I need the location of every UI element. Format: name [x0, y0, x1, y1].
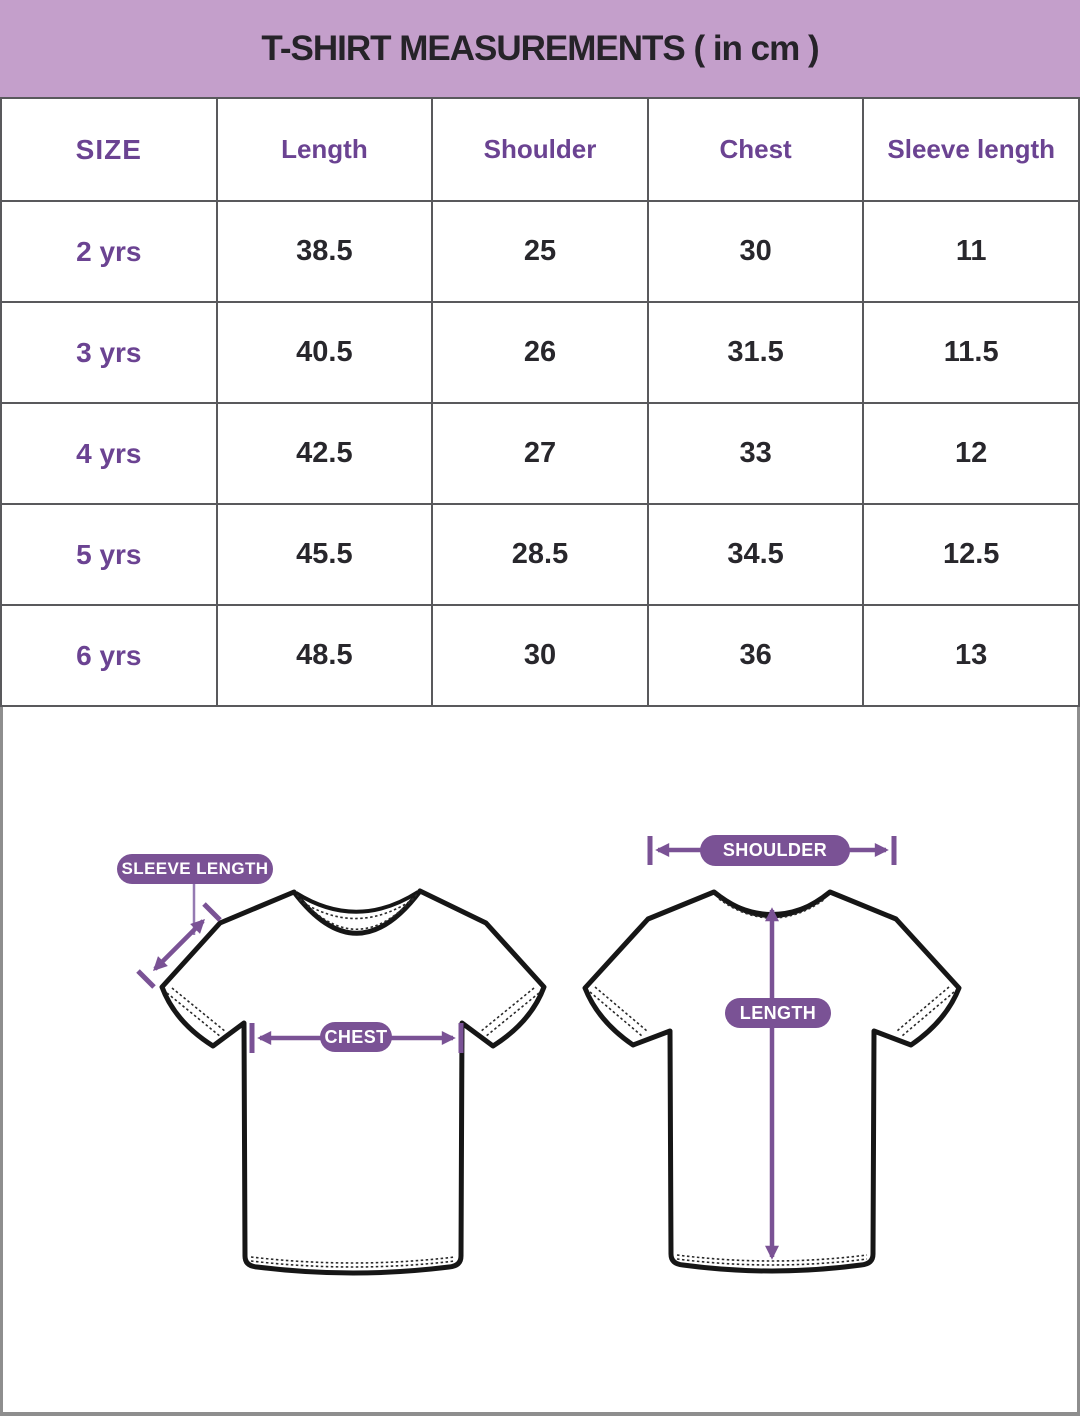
page-title: T-SHIRT MEASUREMENTS ( in cm ) — [261, 28, 819, 68]
measurement-cell: 30 — [646, 200, 865, 303]
column-header-size: SIZE — [0, 97, 218, 202]
front-sleeve-stitching — [166, 987, 540, 1038]
size-cell: 2 yrs — [0, 200, 218, 303]
table-row: 5 yrs 45.5 28.5 34.5 12.5 — [0, 503, 1080, 606]
measurement-cell: 33 — [646, 402, 865, 505]
length-label: LENGTH — [725, 998, 831, 1028]
measurement-cell: 27 — [431, 402, 649, 505]
column-header-shoulder: Shoulder — [431, 97, 649, 202]
measurement-cell: 38.5 — [215, 200, 434, 303]
measurement-cell: 11.5 — [862, 301, 1080, 404]
size-cell: 4 yrs — [0, 402, 218, 505]
table-row: 4 yrs 42.5 27 33 12 — [0, 402, 1080, 505]
back-sleeve-stitching — [589, 986, 955, 1037]
banner: T-SHIRT MEASUREMENTS ( in cm ) — [0, 0, 1080, 97]
size-cell: 3 yrs — [0, 301, 218, 404]
front-hem-stitching — [250, 1256, 456, 1268]
column-header-chest: Chest — [646, 97, 865, 202]
header-row: SIZE Length Shoulder Chest Sleeve length — [0, 97, 1080, 202]
measurement-cell: 36 — [646, 604, 865, 707]
measurement-cell: 12 — [862, 402, 1080, 505]
table-row: 2 yrs 38.5 25 30 11 — [0, 200, 1080, 303]
size-table-body: 2 yrs 38.5 25 30 11 3 yrs 40.5 26 31.5 11.5 4 yrs 4… — [0, 200, 1080, 707]
measurement-cell: 40.5 — [215, 301, 434, 404]
column-header-length: Length — [215, 97, 434, 202]
size-cell: 6 yrs — [0, 604, 218, 707]
measurement-cell: 42.5 — [215, 402, 434, 505]
measurement-cell: 28.5 — [431, 503, 649, 606]
measurement-cell: 30 — [431, 604, 649, 707]
size-table-header: SIZE Length Shoulder Chest Sleeve length — [0, 97, 1080, 202]
shoulder-label: SHOULDER — [700, 835, 850, 866]
tshirt-measurement-diagram: SLEEVE LENGTH CHEST SHOULDER LENGTH — [0, 707, 1080, 1416]
measurement-cell: 13 — [862, 604, 1080, 707]
tshirt-diagram-svg — [136, 836, 962, 1276]
front-collar — [294, 890, 420, 930]
measurement-cell: 12.5 — [862, 503, 1080, 606]
measurement-cell: 25 — [431, 200, 649, 303]
size-cell: 5 yrs — [0, 503, 218, 606]
measurement-cell: 34.5 — [646, 503, 865, 606]
measurement-cell: 45.5 — [215, 503, 434, 606]
measurement-cell: 26 — [431, 301, 649, 404]
measurement-cell: 31.5 — [646, 301, 865, 404]
measurement-cell: 11 — [862, 200, 1080, 303]
size-table: SIZE Length Shoulder Chest Sleeve length… — [0, 97, 1080, 707]
table-row: 6 yrs 48.5 30 36 13 — [0, 604, 1080, 707]
column-header-sleeve-length: Sleeve length — [862, 97, 1080, 202]
sleeve-length-label: SLEEVE LENGTH — [117, 854, 273, 884]
chest-label: CHEST — [320, 1022, 392, 1052]
sleeve-length-arrow — [136, 884, 222, 989]
measurement-cell: 48.5 — [215, 604, 434, 707]
back-hem-stitching — [676, 1254, 868, 1266]
table-row: 3 yrs 40.5 26 31.5 11.5 — [0, 301, 1080, 404]
front-tshirt-outline — [159, 888, 547, 1276]
front-tshirt-drawing — [159, 888, 547, 1276]
